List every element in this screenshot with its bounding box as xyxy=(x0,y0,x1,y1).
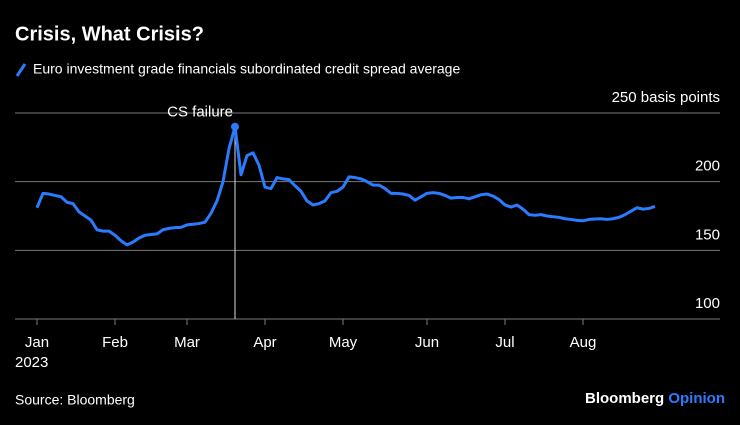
annotation-dot xyxy=(231,122,239,131)
x-tick-label: Mar xyxy=(174,334,200,351)
x-tick-label: Aug xyxy=(570,334,597,351)
chart-title: Crisis, What Crisis? xyxy=(15,23,204,45)
x-tick-label: Jan xyxy=(25,334,49,351)
legend-label: Euro investment grade financials subordi… xyxy=(33,61,460,77)
x-tick-label: Apr xyxy=(253,334,276,351)
line-series xyxy=(35,125,656,247)
brand: Bloomberg Opinion xyxy=(585,390,725,407)
y-tick-label: 100 xyxy=(695,295,720,312)
annotation-label: CS failure xyxy=(167,104,233,121)
y-tick-label: 150 xyxy=(695,226,720,243)
brand-name: Bloomberg xyxy=(585,390,664,407)
source: Source: Bloomberg xyxy=(15,392,135,408)
x-tick-label: May xyxy=(329,334,358,351)
x-tick-label: Feb xyxy=(102,334,128,351)
x-year-label: 2023 xyxy=(15,354,48,371)
legend-swatch xyxy=(15,63,27,77)
brand-section: Opinion xyxy=(668,390,725,407)
y-tick-label: 200 xyxy=(695,158,720,175)
x-tick-label: Jul xyxy=(495,334,514,351)
y-tick-label: 250 basis points xyxy=(612,89,720,106)
x-tick-label: Jun xyxy=(415,334,439,351)
